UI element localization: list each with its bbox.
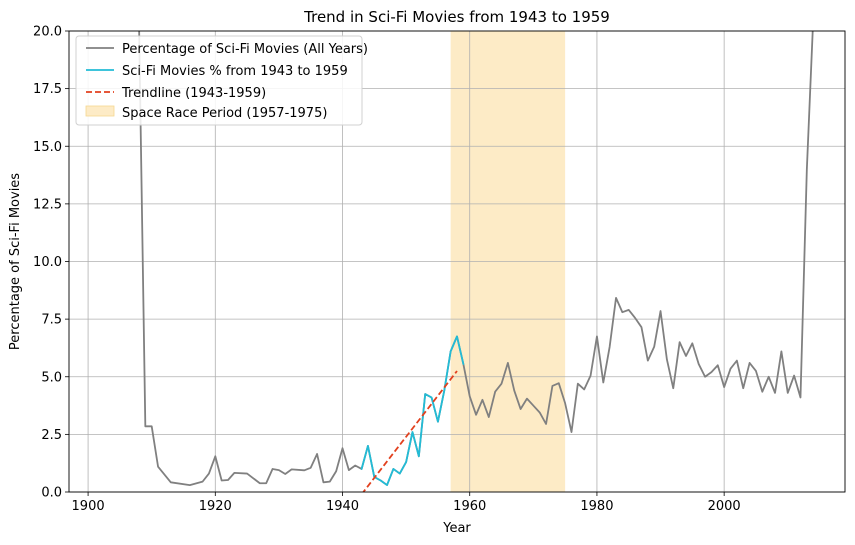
trendline: [362, 370, 458, 492]
y-tick-label: 12.5: [33, 197, 62, 212]
x-tick-label: 1980: [580, 499, 613, 514]
legend: Percentage of Sci-Fi Movies (All Years) …: [75, 35, 368, 126]
x-tick-label: 1900: [72, 499, 105, 514]
legend-label-1943-1959: Sci-Fi Movies % from 1943 to 1959: [122, 64, 348, 79]
legend-label-all-years: Percentage of Sci-Fi Movies (All Years): [122, 42, 368, 57]
legend-label-trendline: Trendline (1943-1959): [121, 86, 266, 101]
series-layer: [138, 31, 814, 492]
x-tick-label: 2000: [708, 499, 741, 514]
legend-box: [75, 35, 363, 126]
x-tick-label: 1960: [453, 499, 486, 514]
x-tick-label: 1920: [199, 499, 232, 514]
legend-label-space-race: Space Race Period (1957-1975): [122, 106, 327, 121]
y-tick-label: 5.0: [41, 370, 62, 385]
x-tick-label: 1940: [326, 499, 359, 514]
y-axis-title: Percentage of Sci-Fi Movies: [8, 173, 23, 350]
y-tick-label: 10.0: [33, 255, 62, 270]
series-line-1943-1959: [360, 335, 465, 486]
series-line-all-years: [138, 31, 814, 486]
legend-swatch-space-race: [85, 105, 115, 117]
x-axis-title: Year: [442, 521, 471, 536]
y-tick-label: 0.0: [41, 486, 62, 501]
y-tick-label: 17.5: [33, 82, 62, 97]
y-tick-label: 15.0: [33, 140, 62, 155]
y-tick-label: 20.0: [33, 25, 62, 40]
tick-layer: 1900 1920 1940 1960 1980 2000 0.0 2.5 5.0 7.5 10.0…: [33, 25, 741, 515]
chart-title: Trend in Sci-Fi Movies from 1943 to 1959: [303, 8, 610, 26]
y-tick-label: 2.5: [41, 428, 62, 443]
y-tick-label: 7.5: [41, 313, 62, 328]
